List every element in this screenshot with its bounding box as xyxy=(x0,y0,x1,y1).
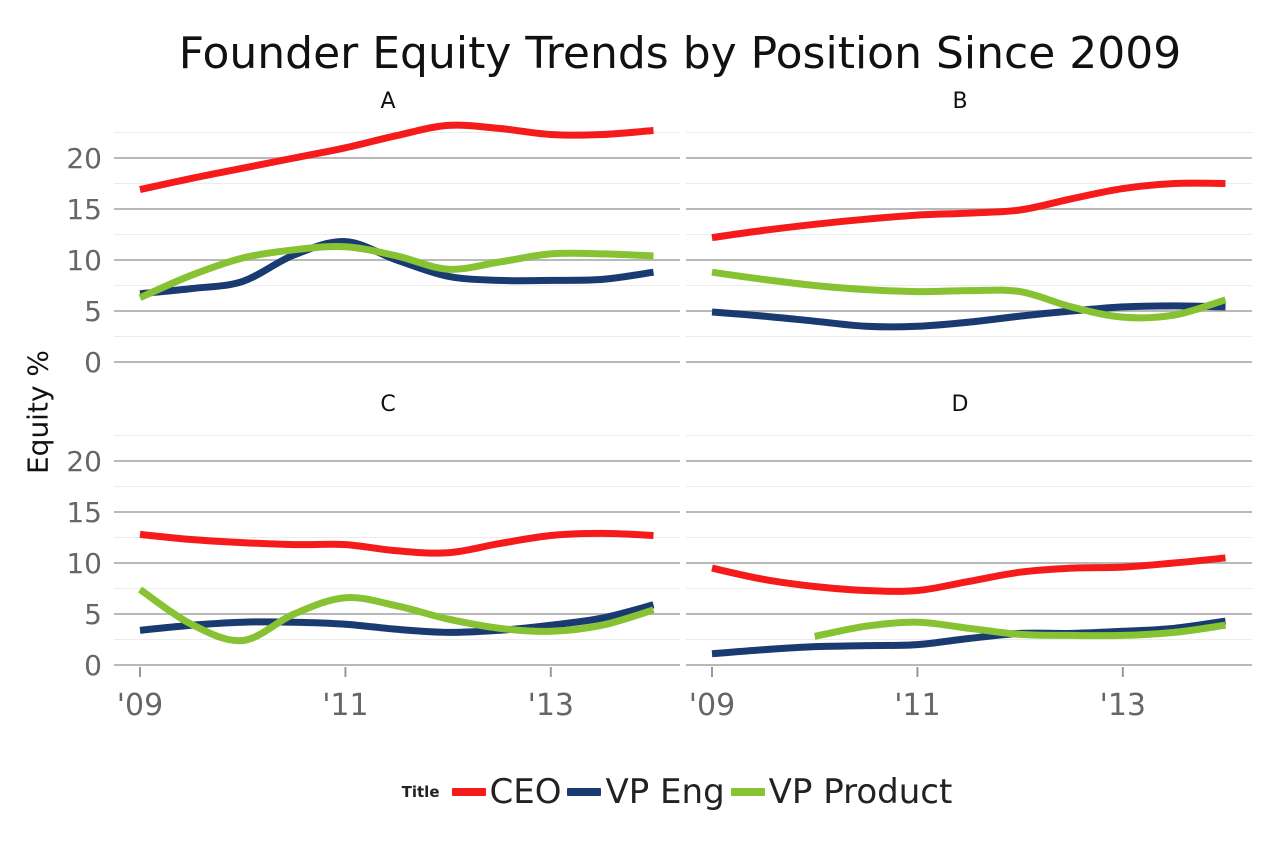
y-tick-label: 0 xyxy=(84,346,102,379)
series-line-vp-product xyxy=(711,268,1227,322)
legend-key-vp-product xyxy=(730,788,765,796)
chart-title: Founder Equity Trends by Position Since … xyxy=(178,28,1182,79)
y-tick-label: 15 xyxy=(66,496,102,529)
x-tick-label: '13 xyxy=(1100,688,1146,723)
legend-title: Title xyxy=(401,783,440,801)
series-line-vp-eng xyxy=(711,302,1226,331)
legend-label-vp-product: VP Product xyxy=(768,772,953,812)
panel-label: A xyxy=(380,89,395,114)
x-tick-label: '09 xyxy=(689,688,735,723)
x-tick-label: '13 xyxy=(528,688,574,723)
panel-label: C xyxy=(380,392,395,417)
y-tick-label: 20 xyxy=(66,142,102,175)
panel-d: D '09 '11 '13 xyxy=(686,392,1252,723)
legend: Title CEO VP Eng VP Product xyxy=(0,772,1280,812)
series-line-vp-product xyxy=(138,586,655,645)
series-line-vp-eng xyxy=(711,617,1226,658)
series-line-vp-eng xyxy=(139,601,655,636)
y-tick-label: 20 xyxy=(66,445,102,478)
series-line-ceo xyxy=(139,121,654,194)
series-line-ceo xyxy=(139,529,654,557)
panel-label: B xyxy=(952,89,967,114)
series-line-ceo xyxy=(711,554,1226,595)
series-line-vp-eng xyxy=(139,238,654,298)
y-tick-label: 0 xyxy=(84,649,102,682)
x-tick-label: '11 xyxy=(894,688,940,723)
legend-item-vp-eng: VP Eng xyxy=(567,772,725,812)
y-tick-label: 10 xyxy=(66,244,102,277)
legend-label-ceo: CEO xyxy=(489,772,562,812)
panel-c: C 0 5 10 15 20 '09 '11 '13 xyxy=(66,392,680,723)
x-tick-label: '11 xyxy=(322,688,368,723)
series-line-ceo xyxy=(711,179,1226,242)
series-line-vp-product xyxy=(814,618,1226,640)
series-line-vp-product xyxy=(138,242,654,301)
y-tick-label: 5 xyxy=(84,598,102,631)
legend-key-ceo xyxy=(451,788,486,796)
x-tick-label: '09 xyxy=(117,688,163,723)
panel-label: D xyxy=(952,392,969,417)
panel-b: B xyxy=(686,89,1252,363)
legend-label-vp-eng: VP Eng xyxy=(605,772,725,812)
legend-key-vp-eng xyxy=(567,788,602,796)
y-tick-label: 10 xyxy=(66,547,102,580)
panel-a: A 0 5 10 15 20 xyxy=(66,89,680,379)
legend-item-ceo: CEO xyxy=(451,772,562,812)
y-tick-label: 15 xyxy=(66,193,102,226)
y-tick-label: 5 xyxy=(84,295,102,328)
legend-item-vp-product: VP Product xyxy=(730,772,953,812)
